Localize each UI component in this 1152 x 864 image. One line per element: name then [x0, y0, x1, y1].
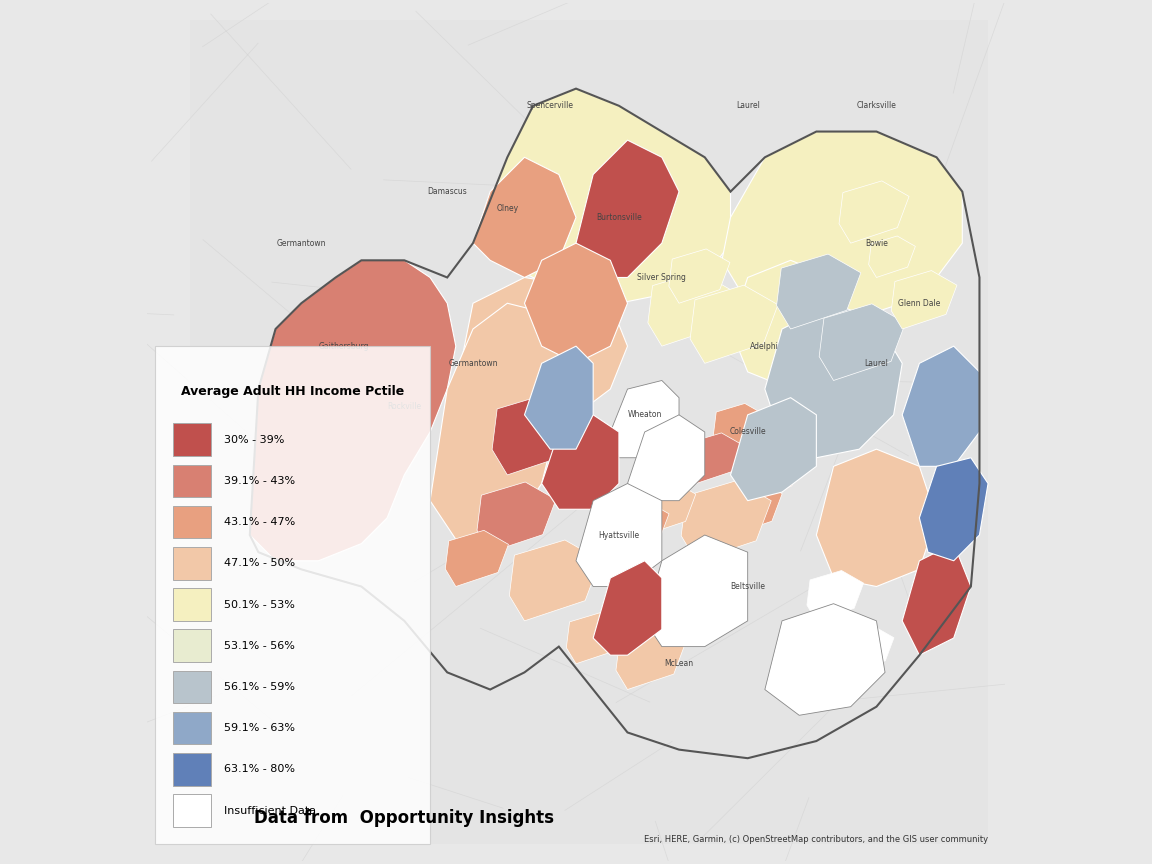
Text: Average Adult HH Income Pctile: Average Adult HH Income Pctile: [181, 384, 404, 397]
Polygon shape: [722, 131, 962, 321]
Polygon shape: [190, 20, 988, 844]
Polygon shape: [681, 480, 771, 561]
Bar: [173, 465, 211, 498]
Polygon shape: [250, 260, 456, 561]
Text: 47.1% - 50%: 47.1% - 50%: [223, 558, 295, 569]
Bar: [173, 547, 211, 580]
Text: 30% - 39%: 30% - 39%: [223, 435, 285, 445]
Polygon shape: [576, 484, 662, 587]
Text: Gaithersburg: Gaithersburg: [319, 341, 370, 351]
FancyBboxPatch shape: [156, 346, 430, 844]
Polygon shape: [902, 543, 971, 655]
Polygon shape: [776, 254, 861, 329]
Text: Glenn Dale: Glenn Dale: [899, 299, 940, 308]
Polygon shape: [611, 380, 679, 458]
Polygon shape: [806, 570, 864, 621]
Polygon shape: [869, 236, 916, 277]
Polygon shape: [669, 249, 730, 303]
Text: 53.1% - 56%: 53.1% - 56%: [223, 641, 295, 651]
Text: Burtonsville: Burtonsville: [596, 213, 642, 222]
Polygon shape: [524, 243, 628, 364]
Text: Spencerville: Spencerville: [526, 101, 574, 111]
Text: 56.1% - 59%: 56.1% - 59%: [223, 682, 295, 692]
Text: Adelphi: Adelphi: [750, 341, 779, 351]
Polygon shape: [635, 480, 696, 535]
Text: 50.1% - 53%: 50.1% - 53%: [223, 600, 295, 609]
Text: Data from  Opportunity Insights: Data from Opportunity Insights: [255, 809, 554, 827]
Polygon shape: [730, 260, 850, 389]
Polygon shape: [713, 403, 765, 449]
Polygon shape: [456, 277, 628, 432]
Polygon shape: [819, 304, 905, 380]
Bar: [173, 794, 211, 827]
Polygon shape: [902, 346, 979, 467]
Text: McLean: McLean: [665, 659, 694, 668]
Polygon shape: [541, 415, 619, 509]
Polygon shape: [430, 303, 559, 552]
Text: Insufficient Data: Insufficient Data: [223, 805, 316, 816]
Polygon shape: [509, 540, 600, 621]
Text: Laurel: Laurel: [864, 359, 888, 368]
Polygon shape: [647, 271, 732, 346]
Polygon shape: [720, 480, 782, 535]
Text: Laurel: Laurel: [736, 101, 759, 111]
Polygon shape: [477, 482, 556, 552]
Polygon shape: [473, 157, 576, 277]
Polygon shape: [690, 285, 778, 364]
Polygon shape: [919, 458, 988, 561]
Text: Beltsville: Beltsville: [730, 582, 765, 591]
Polygon shape: [892, 270, 957, 329]
Polygon shape: [616, 628, 685, 689]
Polygon shape: [628, 415, 705, 500]
Text: Colesville: Colesville: [729, 428, 766, 436]
Polygon shape: [687, 433, 744, 484]
Polygon shape: [576, 140, 679, 277]
Bar: [173, 630, 211, 662]
Polygon shape: [817, 449, 937, 587]
Polygon shape: [839, 181, 909, 243]
Polygon shape: [765, 604, 885, 715]
Text: Damascus: Damascus: [427, 187, 467, 196]
Text: 43.1% - 47%: 43.1% - 47%: [223, 518, 295, 527]
Polygon shape: [765, 303, 902, 458]
Bar: [173, 423, 211, 456]
Bar: [173, 670, 211, 703]
Text: Olney: Olney: [497, 204, 518, 213]
Text: Hyattsville: Hyattsville: [598, 530, 639, 539]
Text: Silver Spring: Silver Spring: [637, 273, 687, 282]
Polygon shape: [524, 346, 593, 449]
Polygon shape: [730, 397, 817, 500]
Text: 63.1% - 80%: 63.1% - 80%: [223, 765, 295, 774]
Text: Clarksville: Clarksville: [857, 101, 896, 111]
Polygon shape: [645, 535, 748, 646]
Text: Rockville: Rockville: [387, 402, 422, 410]
Text: Esri, HERE, Garmin, (c) OpenStreetMap contributors, and the GIS user community: Esri, HERE, Garmin, (c) OpenStreetMap co…: [644, 835, 988, 844]
Polygon shape: [567, 613, 624, 664]
Polygon shape: [446, 530, 508, 587]
Bar: [173, 588, 211, 621]
Polygon shape: [593, 561, 662, 655]
Polygon shape: [492, 394, 584, 475]
Text: 39.1% - 43%: 39.1% - 43%: [223, 476, 295, 486]
Polygon shape: [599, 499, 669, 561]
Bar: [173, 712, 211, 745]
Polygon shape: [842, 626, 894, 672]
Polygon shape: [736, 442, 803, 500]
Text: Germantown: Germantown: [276, 238, 326, 248]
Bar: [173, 753, 211, 785]
Text: Wheaton: Wheaton: [628, 410, 662, 419]
Text: 59.1% - 63%: 59.1% - 63%: [223, 723, 295, 734]
Text: Bowie: Bowie: [865, 238, 888, 248]
Text: Germantown: Germantown: [448, 359, 498, 368]
Bar: [173, 505, 211, 538]
Polygon shape: [473, 89, 730, 303]
